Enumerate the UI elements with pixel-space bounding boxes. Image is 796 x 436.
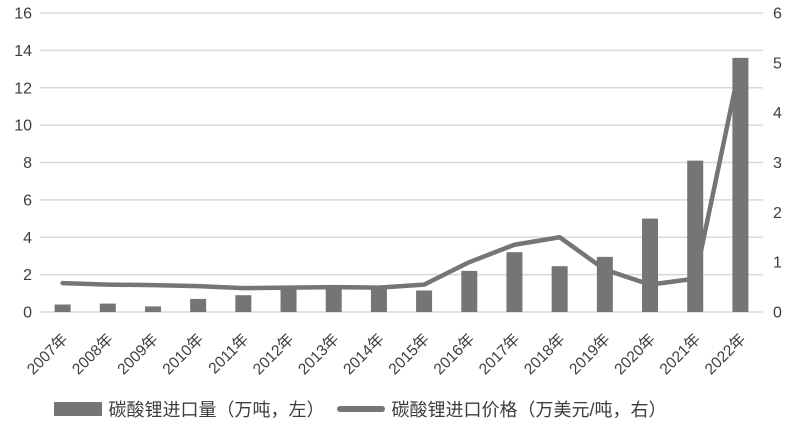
right-axis-tick-label: 6 xyxy=(773,6,782,23)
x-axis-label-2007年: 2007年 xyxy=(23,330,71,378)
bar-2022年 xyxy=(732,57,749,312)
right-axis-tick-label: 5 xyxy=(773,55,782,72)
legend-item-import-volume: 碳酸锂进口量（万吨，左） xyxy=(53,396,325,422)
line-series-swatch xyxy=(336,406,385,412)
left-axis-tick-label: 4 xyxy=(23,230,32,247)
bar-2012年 xyxy=(280,288,297,312)
left-axis-tick-label: 16 xyxy=(14,6,32,23)
legend-item-import-price: 碳酸锂进口价格（万美元/吨，右） xyxy=(336,396,667,422)
bar-series-swatch xyxy=(53,402,102,416)
x-axis-label-2014年: 2014年 xyxy=(340,330,388,378)
x-axis-label-2021年: 2021年 xyxy=(656,330,704,378)
x-axis-label-2018年: 2018年 xyxy=(520,330,568,378)
x-axis-label-2022年: 2022年 xyxy=(701,330,749,378)
right-axis-tick-label: 0 xyxy=(773,305,782,322)
bar-2010年 xyxy=(190,298,207,312)
left-axis-tick-label: 0 xyxy=(23,305,32,322)
x-axis-label-2012年: 2012年 xyxy=(249,330,297,378)
bar-2016年 xyxy=(461,270,478,312)
x-axis-label-2009年: 2009年 xyxy=(114,330,162,378)
left-axis-tick-label: 14 xyxy=(14,43,32,60)
right-axis-tick-label: 1 xyxy=(773,255,782,272)
x-axis-label-2019年: 2019年 xyxy=(566,330,614,378)
right-axis-tick-label: 2 xyxy=(773,205,782,222)
x-axis-label-2020年: 2020年 xyxy=(611,330,659,378)
x-axis-label-2013年: 2013年 xyxy=(294,330,342,378)
legend-label-import-price: 碳酸锂进口价格（万美元/吨，右） xyxy=(391,400,667,420)
x-axis-label-2010年: 2010年 xyxy=(159,330,207,378)
x-axis-label-2011年: 2011年 xyxy=(205,330,252,377)
x-axis-label-2008年: 2008年 xyxy=(69,330,117,378)
right-axis-tick-label: 4 xyxy=(773,105,782,122)
left-axis-tick-label: 12 xyxy=(14,80,32,97)
bar-2017年 xyxy=(506,252,523,312)
legend: 碳酸锂进口量（万吨，左） 碳酸锂进口价格（万美元/吨，右） xyxy=(0,396,720,422)
bar-2020年 xyxy=(642,218,659,312)
price-line xyxy=(60,60,743,291)
bar-2007年 xyxy=(54,304,71,312)
bar-2014年 xyxy=(370,287,387,312)
left-axis-tick-label: 2 xyxy=(23,267,32,284)
left-axis-tick-label: 10 xyxy=(14,118,32,135)
legend-label-import-volume: 碳酸锂进口量（万吨，左） xyxy=(108,400,325,420)
bar-2011年 xyxy=(235,295,252,312)
bar-2015年 xyxy=(416,290,433,312)
right-axis-tick-label: 3 xyxy=(773,155,782,172)
bar-2013年 xyxy=(325,287,342,312)
bar-2021年 xyxy=(687,160,704,312)
bar-2009年 xyxy=(144,306,161,312)
left-axis-tick-label: 6 xyxy=(23,192,32,209)
x-axis-label-2017年: 2017年 xyxy=(475,330,523,378)
bar-2008年 xyxy=(99,303,116,312)
bar-2018年 xyxy=(551,266,568,312)
plot-area: 024681012141601234562007年2008年2009年2010年… xyxy=(14,6,782,379)
x-axis-label-2015年: 2015年 xyxy=(385,330,433,378)
x-axis-label-2016年: 2016年 xyxy=(430,330,478,378)
left-axis-tick-label: 8 xyxy=(23,155,32,172)
